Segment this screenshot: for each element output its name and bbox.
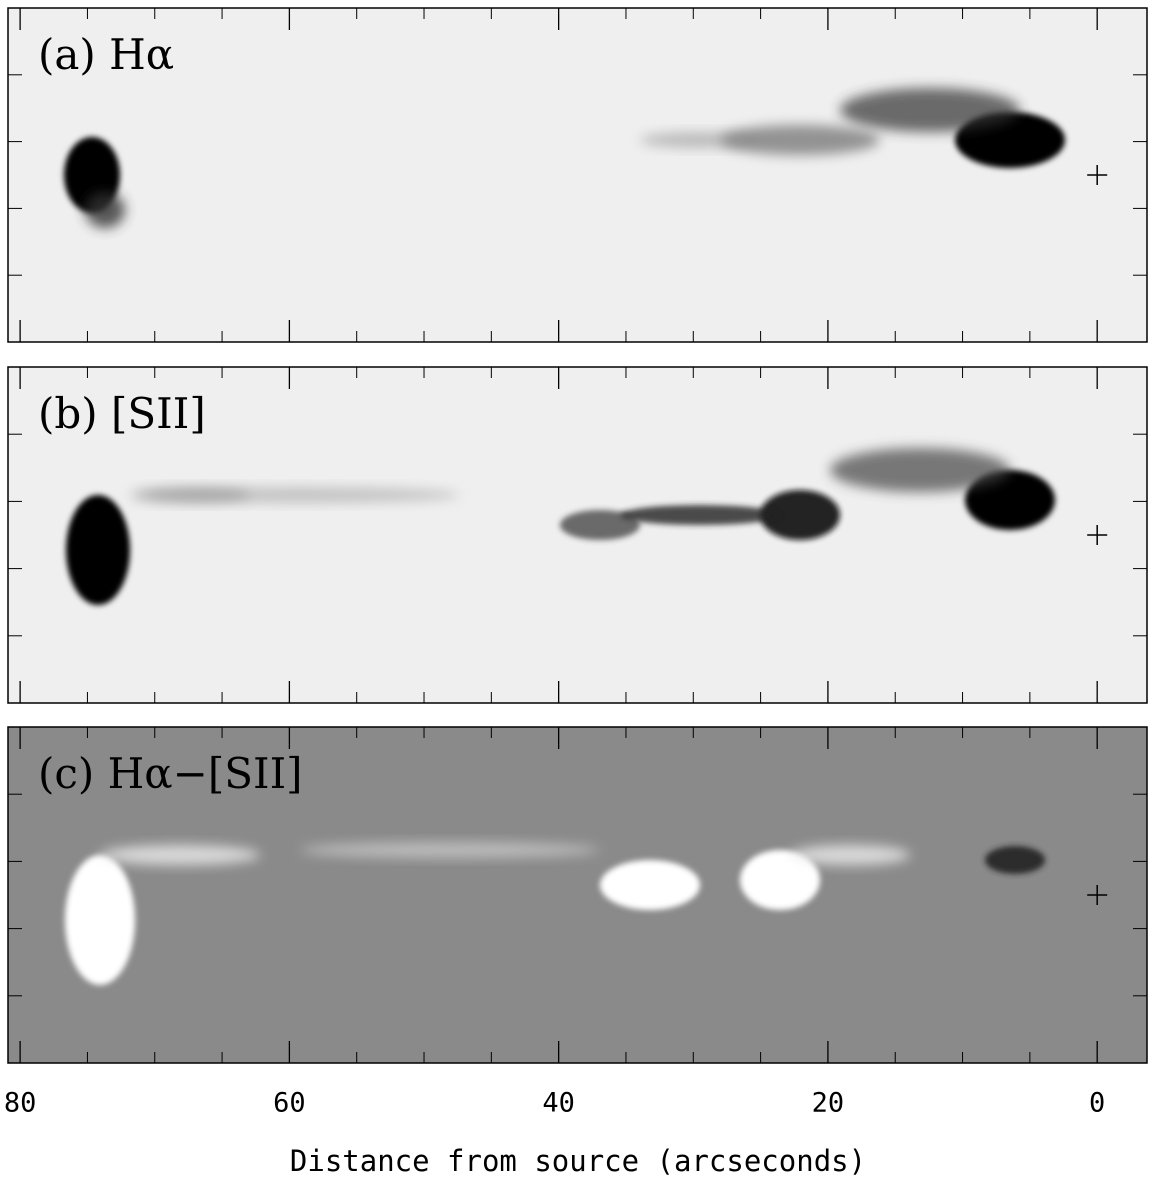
emission-feature <box>790 845 910 865</box>
emission-feature <box>620 505 780 525</box>
emission-feature <box>640 132 760 148</box>
x-tick-label: 80 <box>4 1088 37 1119</box>
emission-feature <box>600 860 700 910</box>
panel-label: (c) Hα−[SII] <box>38 749 303 798</box>
panel-frame <box>7 366 1148 704</box>
emission-feature <box>720 125 880 155</box>
emission-feature <box>85 192 125 228</box>
x-tick-label: 40 <box>542 1088 575 1119</box>
emission-feature <box>100 845 260 865</box>
panel-image <box>8 8 1147 342</box>
emission-feature <box>300 842 600 858</box>
emission-feature <box>840 88 1020 132</box>
x-axis-label: Distance from source (arcseconds) <box>290 1144 866 1178</box>
emission-feature <box>65 855 135 985</box>
emission-feature <box>66 495 130 605</box>
emission-feature <box>830 448 1010 492</box>
emission-feature <box>985 846 1045 874</box>
x-tick-label: 20 <box>812 1088 845 1119</box>
emission-feature <box>740 850 820 910</box>
x-tick-label: 60 <box>273 1088 306 1119</box>
panel-frame <box>7 7 1148 343</box>
panel-label: (b) [SII] <box>38 389 206 438</box>
panel-frame <box>7 726 1148 1064</box>
panel-label: (a) Hα <box>38 30 174 79</box>
x-tick-label: 0 <box>1089 1088 1105 1119</box>
emission-feature <box>130 487 250 503</box>
emission-feature <box>760 490 840 540</box>
emission-feature <box>560 510 640 540</box>
emission-feature <box>965 470 1055 530</box>
panel-image <box>8 727 1147 1063</box>
